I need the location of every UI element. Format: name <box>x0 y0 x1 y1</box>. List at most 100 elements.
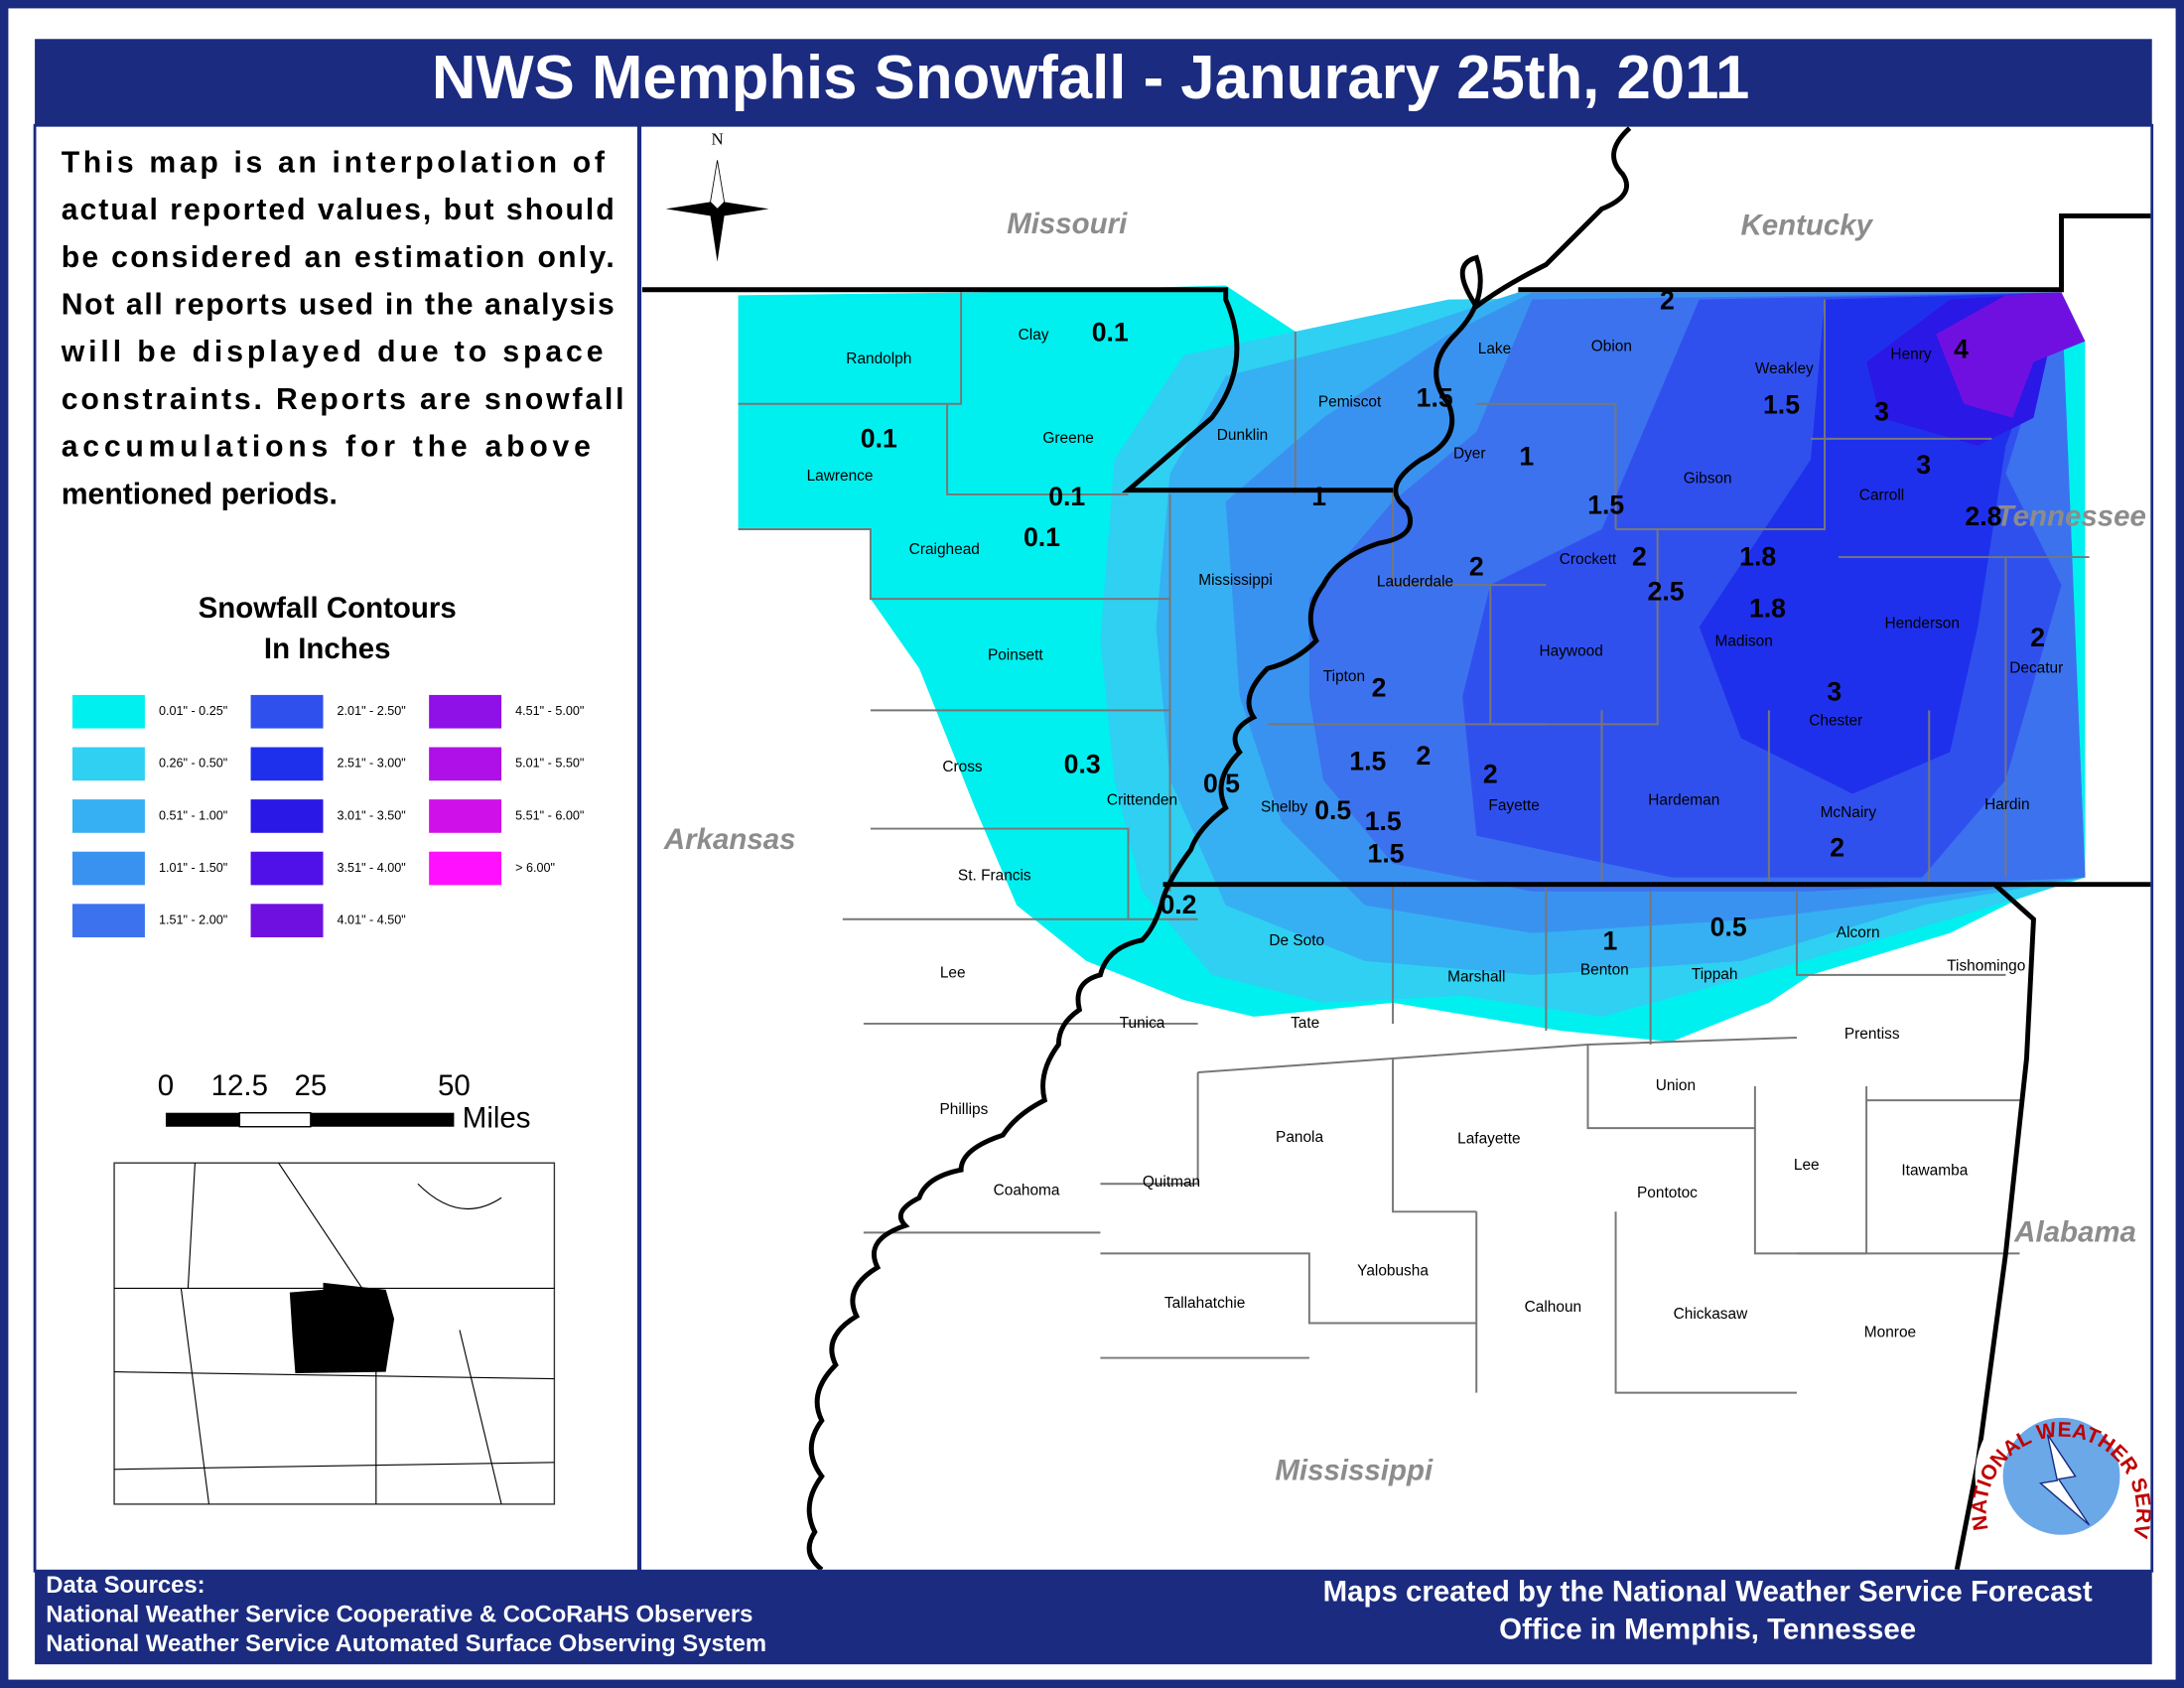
county-border <box>1197 1036 1797 1074</box>
logo-bolt <box>2038 1434 2091 1526</box>
snow-report: 0.5 <box>1203 769 1240 798</box>
legend-swatch <box>71 904 145 937</box>
inset-border <box>417 1183 502 1209</box>
legend-title: Snowfall Contours <box>199 592 457 625</box>
snow-report: 2 <box>1483 759 1498 788</box>
description-line: constraints. Reports are snowfall <box>62 383 624 416</box>
snow-report: 1.5 <box>1365 806 1402 836</box>
county-border <box>1586 1044 1756 1130</box>
footer-source: Data Sources: <box>46 1572 205 1599</box>
compass: N <box>665 130 769 262</box>
county-label: Lake <box>1478 341 1511 357</box>
legend-swatch <box>71 694 145 729</box>
county-label: Calhoun <box>1525 1299 1581 1316</box>
county-border <box>738 528 1170 601</box>
legend-swatch <box>250 851 324 886</box>
county-label: Alcorn <box>1837 924 1880 941</box>
county-label: Lawrence <box>807 468 874 485</box>
county-label: Quitman <box>1143 1174 1200 1191</box>
county-label: Tate <box>1291 1015 1319 1032</box>
legend-swatch <box>71 799 145 833</box>
county-border <box>1100 1252 1477 1325</box>
legend-label: 0.26" - 0.50" <box>159 757 227 771</box>
snow-report: 1.8 <box>1749 593 1786 623</box>
county-label: St. Francis <box>958 867 1031 884</box>
county-label: Lafayette <box>1457 1130 1520 1147</box>
compass-star-hi <box>710 160 726 210</box>
description-line: be considered an estimation only. <box>62 241 614 274</box>
county-label: Phillips <box>939 1101 988 1118</box>
county-border <box>946 403 1129 495</box>
county-label: Cross <box>942 759 983 775</box>
compass-label: N <box>711 130 723 149</box>
snow-report: 1 <box>1519 442 1534 472</box>
county-label: Itawamba <box>1901 1163 1968 1180</box>
county-label: Benton <box>1580 962 1629 979</box>
county-label: Mississippi <box>1198 572 1273 589</box>
snow-report: 1.5 <box>1763 390 1800 420</box>
scale-unit: Miles <box>463 1102 531 1135</box>
county-label: Prentiss <box>1844 1026 1900 1043</box>
scale-seg <box>165 1112 240 1127</box>
county-label: Marshall <box>1447 969 1505 986</box>
legend-swatch <box>250 694 324 729</box>
county-label: Chickasaw <box>1674 1306 1748 1323</box>
county-label: Yalobusha <box>1357 1263 1429 1280</box>
county-label: Tallahatchie <box>1164 1295 1245 1312</box>
legend-label: 2.51" - 3.00" <box>338 757 406 771</box>
county-label: Haywood <box>1539 643 1602 660</box>
inset-region <box>289 1282 395 1374</box>
description-line: mentioned periods. <box>62 478 338 510</box>
description-line: This map is an interpolation of <box>62 146 606 179</box>
scale-label: 0 <box>158 1069 174 1102</box>
snow-report: 3 <box>1827 677 1842 707</box>
legend-label: 1.01" - 1.50" <box>159 861 227 875</box>
snow-report: 1.5 <box>1587 491 1624 520</box>
snow-report: 2 <box>1372 672 1387 702</box>
legend-label: 0.51" - 1.00" <box>159 808 227 822</box>
county-label: Hardin <box>1984 796 2029 813</box>
snow-report: 0.1 <box>1092 318 1129 348</box>
county-label: Fayette <box>1488 797 1539 814</box>
scale-seg <box>310 1112 455 1127</box>
county-label: Madison <box>1714 633 1772 650</box>
snow-report: 2.8 <box>1965 501 2001 531</box>
compass-star <box>665 160 769 262</box>
snow-report: 0.1 <box>861 423 897 453</box>
county-border <box>870 827 1130 919</box>
county-border <box>1100 1072 1199 1186</box>
title-band <box>35 39 2152 126</box>
state-border <box>641 287 1394 493</box>
legend-swatch <box>250 799 324 833</box>
footer-credit: Office in Memphis, Tennessee <box>1499 1613 1916 1645</box>
county-label: Gibson <box>1684 471 1732 488</box>
legend-swatch <box>429 694 502 729</box>
inset-border <box>278 1162 363 1289</box>
snow-report: 2 <box>1830 833 1844 863</box>
legend-label: 4.01" - 4.50" <box>338 913 406 926</box>
snow-report: 2 <box>1660 285 1675 315</box>
county-label: Tunica <box>1120 1015 1165 1032</box>
county-label: McNairy <box>1821 804 1877 821</box>
county-label: Carroll <box>1859 487 1904 503</box>
snow-report: 0.5 <box>1710 913 1747 942</box>
legend-swatch <box>429 851 502 886</box>
state-label: Mississippi <box>1275 1454 1433 1486</box>
snow-report: 2 <box>1417 741 1432 771</box>
county-label: Shelby <box>1261 799 1307 816</box>
legend-swatch <box>429 747 502 781</box>
county-label: Panola <box>1276 1129 1323 1146</box>
county-label: Obion <box>1591 338 1632 354</box>
title: NWS Memphis Snowfall - Janurary 25th, 20… <box>432 44 1750 112</box>
county-border <box>1489 529 1659 726</box>
snow-report: 2.5 <box>1648 577 1685 607</box>
county-label: Randolph <box>846 351 911 367</box>
county-label: Dyer <box>1453 445 1486 462</box>
legend-label: 2.01" - 2.50" <box>338 704 406 718</box>
county-label: Dunklin <box>1217 427 1268 444</box>
footer-source: National Weather Service Automated Surfa… <box>46 1630 766 1657</box>
county-label: Lauderdale <box>1377 573 1453 590</box>
legend-label: 0.01" - 0.25" <box>159 704 227 718</box>
footer-source: National Weather Service Cooperative & C… <box>46 1601 752 1627</box>
snow-report: 3 <box>1916 450 1931 480</box>
